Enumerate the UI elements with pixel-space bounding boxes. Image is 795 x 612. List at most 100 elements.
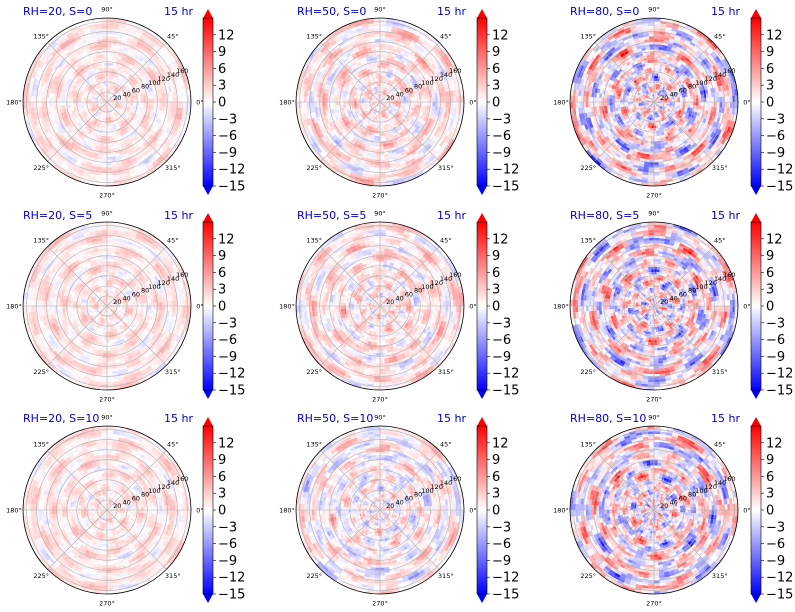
angular-gridline bbox=[47, 42, 108, 103]
field-cell bbox=[378, 107, 380, 110]
field-cell bbox=[330, 102, 333, 106]
field-cell bbox=[358, 164, 365, 169]
field-cell bbox=[66, 43, 73, 49]
field-cell bbox=[369, 80, 372, 84]
field-cell bbox=[119, 110, 123, 113]
field-cell bbox=[392, 79, 396, 83]
field-cell bbox=[94, 106, 98, 108]
field-cell bbox=[385, 137, 390, 141]
field-cell bbox=[389, 97, 393, 100]
field-cell bbox=[433, 136, 439, 143]
field-cell bbox=[415, 58, 421, 64]
field-cell bbox=[109, 102, 113, 104]
field-cell bbox=[316, 127, 322, 133]
field-cell bbox=[107, 18, 114, 21]
field-cell bbox=[80, 48, 86, 53]
field-cell bbox=[131, 93, 136, 96]
field-cell bbox=[66, 58, 72, 64]
field-cell bbox=[104, 75, 107, 79]
field-cell bbox=[389, 110, 392, 114]
field-cell bbox=[411, 81, 416, 86]
field-cell bbox=[403, 138, 408, 143]
field-cell bbox=[181, 113, 185, 121]
field-cell bbox=[83, 171, 90, 177]
field-cell bbox=[412, 162, 419, 168]
field-cell bbox=[102, 44, 107, 48]
field-cell bbox=[400, 124, 405, 128]
field-cell bbox=[375, 41, 380, 45]
field-cell bbox=[433, 110, 438, 116]
field-cell bbox=[90, 93, 93, 96]
field-cell bbox=[59, 98, 63, 102]
field-cell bbox=[136, 157, 143, 163]
field-cell bbox=[167, 128, 173, 135]
field-cell bbox=[123, 83, 127, 87]
field-cell bbox=[385, 100, 388, 102]
field-cell bbox=[95, 107, 99, 110]
field-cell bbox=[116, 42, 122, 46]
field-cell bbox=[363, 116, 367, 120]
field-cell bbox=[68, 139, 73, 144]
field-cell bbox=[311, 117, 316, 124]
field-cell bbox=[158, 48, 165, 55]
field-cell bbox=[382, 94, 384, 98]
field-cell bbox=[418, 84, 423, 90]
field-cell bbox=[118, 114, 122, 118]
field-cell bbox=[91, 146, 96, 151]
field-cell bbox=[386, 142, 391, 147]
field-cell bbox=[424, 94, 428, 99]
field-cell bbox=[359, 133, 364, 138]
field-cell bbox=[418, 122, 423, 127]
field-cell bbox=[375, 102, 378, 105]
field-cell bbox=[338, 41, 345, 47]
field-cell bbox=[53, 51, 59, 58]
field-cell bbox=[101, 105, 104, 109]
field-cell bbox=[399, 106, 403, 110]
field-cell bbox=[48, 130, 54, 137]
field-cell bbox=[98, 87, 102, 91]
field-cell bbox=[99, 110, 102, 114]
field-cell bbox=[409, 117, 413, 122]
field-cell bbox=[410, 148, 416, 154]
field-cell bbox=[333, 74, 338, 80]
field-cell bbox=[148, 64, 154, 70]
field-cell bbox=[115, 90, 119, 93]
field-cell bbox=[162, 77, 167, 84]
field-cell bbox=[417, 67, 423, 73]
field-cell bbox=[97, 41, 103, 45]
field-cell bbox=[160, 73, 166, 79]
field-cell bbox=[110, 78, 113, 82]
field-cell bbox=[351, 146, 357, 152]
field-cell bbox=[161, 92, 165, 98]
field-cell bbox=[102, 106, 105, 110]
field-cell bbox=[358, 166, 365, 171]
field-cell bbox=[149, 57, 155, 63]
field-cell bbox=[409, 41, 416, 47]
field-cell bbox=[98, 153, 103, 157]
field-cell bbox=[384, 98, 388, 101]
field-cell bbox=[146, 98, 149, 102]
field-cell bbox=[87, 145, 93, 150]
field-cell bbox=[335, 123, 340, 129]
field-cell bbox=[138, 99, 142, 102]
field-cell bbox=[422, 74, 427, 80]
field-cell bbox=[153, 46, 159, 52]
field-cell bbox=[96, 80, 99, 84]
field-cell bbox=[54, 118, 59, 124]
field-cell bbox=[351, 104, 355, 107]
field-cell bbox=[113, 55, 119, 59]
field-cell bbox=[157, 79, 162, 85]
field-cell bbox=[381, 106, 384, 110]
field-cell bbox=[372, 90, 375, 94]
field-cell bbox=[417, 159, 424, 165]
field-cell bbox=[413, 107, 417, 111]
field-cell bbox=[422, 50, 429, 56]
colorbar-tick-label: −3 bbox=[218, 112, 237, 127]
field-cell bbox=[32, 71, 37, 79]
field-cell bbox=[100, 57, 104, 61]
field-cell bbox=[53, 84, 58, 90]
field-cell bbox=[377, 73, 380, 76]
field-cell bbox=[115, 107, 119, 110]
field-cell bbox=[71, 118, 76, 123]
field-cell bbox=[172, 102, 176, 108]
